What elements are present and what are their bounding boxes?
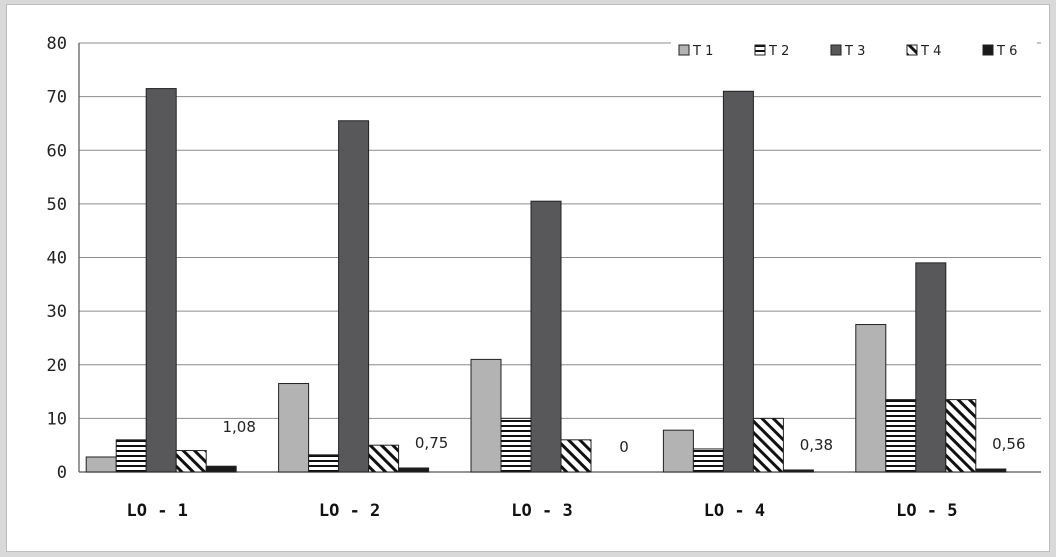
bar-t1-1 bbox=[85, 456, 117, 473]
x-category-label: LO - 4 bbox=[704, 501, 765, 521]
bar-t2-1 bbox=[115, 439, 147, 473]
bar-t6-5 bbox=[975, 468, 1007, 473]
legend-label: T 1 bbox=[692, 44, 713, 59]
legend-swatch bbox=[906, 44, 918, 56]
y-tick-label: 60 bbox=[47, 141, 67, 161]
bar-t6-1 bbox=[205, 465, 237, 473]
bar-t6-2 bbox=[398, 467, 430, 473]
bar-t6-4 bbox=[782, 469, 814, 473]
legend-swatch bbox=[830, 44, 842, 56]
data-labels: 1,08 0,75 0 0,38 0,56 bbox=[222, 418, 1025, 456]
legend-swatch bbox=[982, 44, 994, 56]
bar-t3-1 bbox=[145, 88, 177, 473]
data-label-t6: 0 bbox=[619, 438, 629, 456]
bar-t2-3 bbox=[500, 417, 532, 473]
bar-t2-4 bbox=[692, 448, 724, 473]
y-tick-label: 20 bbox=[47, 356, 67, 376]
bar-t4-5 bbox=[945, 399, 977, 473]
y-tick-label: 30 bbox=[47, 302, 67, 322]
y-tick-label: 40 bbox=[47, 249, 67, 269]
legend: T 1 T 2 T 3 T 4 T 6 bbox=[671, 37, 1037, 67]
data-label-t6: 0,75 bbox=[415, 434, 448, 452]
bar-t2-2 bbox=[308, 454, 340, 473]
legend-label: T 6 bbox=[996, 44, 1017, 59]
y-tick-label: 10 bbox=[47, 409, 67, 429]
data-label-t6: 1,08 bbox=[222, 418, 255, 436]
x-category-label: LO - 2 bbox=[319, 501, 380, 521]
data-label-t6: 0,38 bbox=[800, 436, 833, 454]
bar-t3-2 bbox=[338, 120, 370, 473]
bar-chart: 0 10 20 30 40 50 60 70 80 LO - 1 LO - 2 LO - 3 LO - … bbox=[47, 34, 1041, 521]
bar-t2-5 bbox=[885, 399, 917, 473]
y-tick-label: 70 bbox=[47, 88, 67, 108]
x-category-label: LO - 1 bbox=[126, 501, 187, 521]
bar-t3-3 bbox=[530, 200, 562, 473]
legend-swatch bbox=[678, 44, 690, 56]
y-tick-label: 50 bbox=[47, 195, 67, 215]
bar-t4-2 bbox=[368, 444, 400, 473]
bar-t1-5 bbox=[855, 324, 887, 473]
bar-t1-4 bbox=[662, 429, 694, 473]
bar-t4-4 bbox=[752, 417, 784, 473]
bar-t1-3 bbox=[470, 358, 502, 473]
x-category-label: LO - 3 bbox=[511, 501, 572, 521]
bar-t4-1 bbox=[175, 450, 207, 473]
y-tick-label: 0 bbox=[57, 463, 67, 483]
bar-t1-2 bbox=[278, 383, 310, 473]
bar-t4-3 bbox=[560, 439, 592, 473]
bar-t3-4 bbox=[722, 90, 754, 473]
chart-frame: 0 10 20 30 40 50 60 70 80 LO - 1 LO - 2 LO - 3 LO - … bbox=[6, 4, 1050, 552]
bar-t3-5 bbox=[915, 262, 947, 473]
x-category-label: LO - 5 bbox=[896, 501, 957, 521]
bars bbox=[85, 88, 1007, 473]
legend-swatch bbox=[754, 44, 766, 56]
legend-label: T 4 bbox=[920, 44, 941, 59]
y-tick-label: 80 bbox=[47, 34, 67, 54]
legend-label: T 2 bbox=[768, 44, 789, 59]
data-label-t6: 0,56 bbox=[992, 435, 1025, 453]
legend-label: T 3 bbox=[844, 44, 865, 59]
